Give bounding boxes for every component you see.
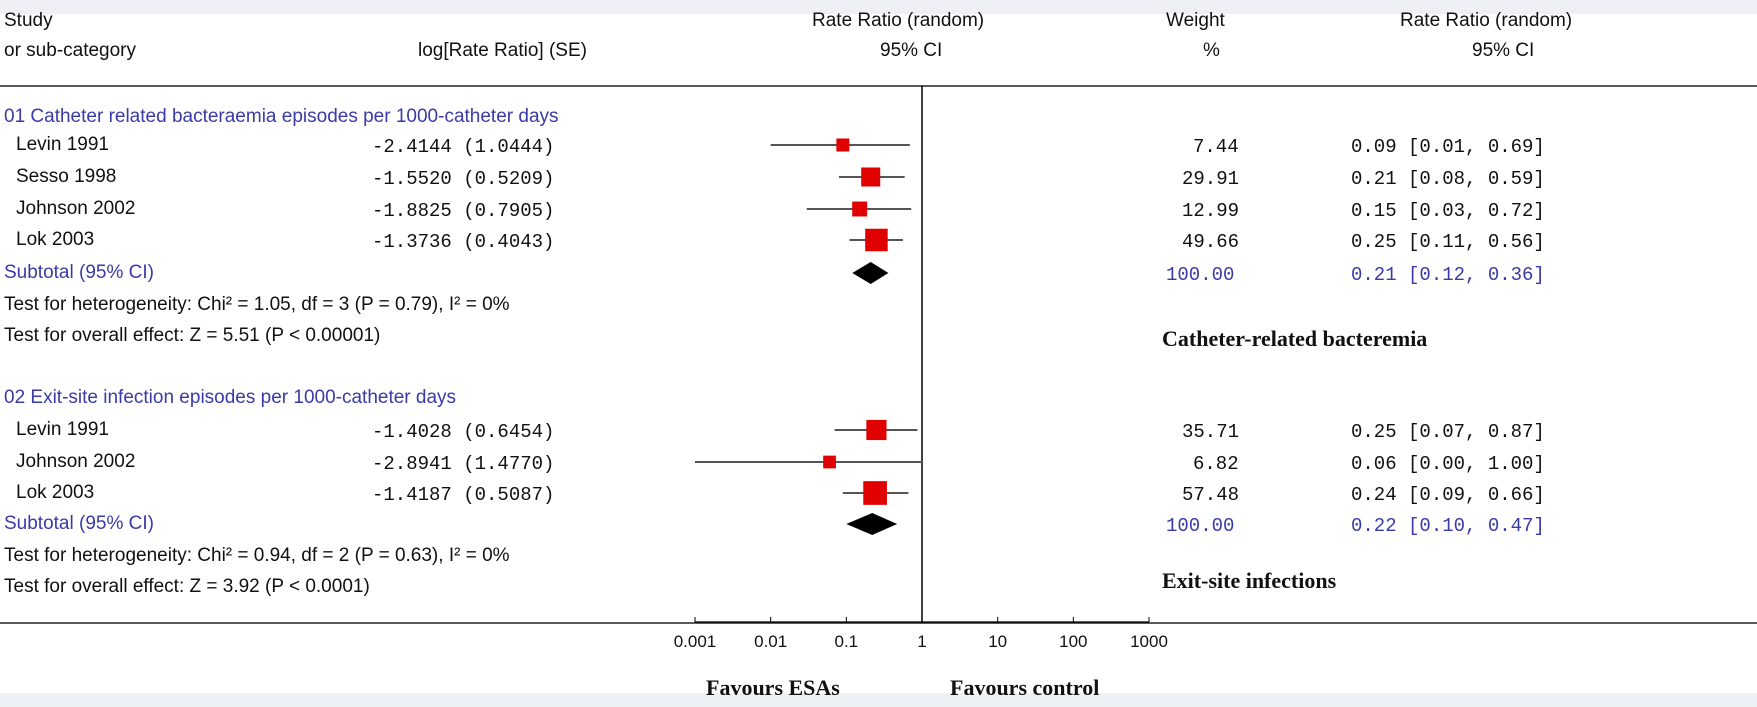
- subtotal-diamond: [846, 513, 898, 535]
- study-logrr: -1.8825 (0.7905): [372, 200, 555, 222]
- study-name: Lok 2003: [16, 229, 95, 250]
- subtotal-weight: 100.00: [1166, 264, 1235, 286]
- study-logrr: -1.3736 (0.4043): [372, 231, 555, 253]
- study-name: Johnson 2002: [16, 451, 136, 472]
- overall-effect-test: Test for overall effect: Z = 3.92 (P < 0…: [4, 576, 370, 597]
- study-ci: 0.25 [0.11, 0.56]: [1351, 231, 1545, 253]
- effect-square: [863, 481, 887, 505]
- favours-control-label: Favours control: [950, 675, 1100, 700]
- group-annotation: Catheter-related bacteremia: [1162, 326, 1428, 351]
- x-axis-tick-label: 1: [917, 632, 926, 651]
- study-name: Levin 1991: [16, 134, 109, 155]
- subtotal-ci: 0.22 [0.10, 0.47]: [1351, 515, 1545, 537]
- favours-esas-label: Favours ESAs: [706, 675, 840, 700]
- study-name: Sesso 1998: [16, 166, 117, 187]
- study-logrr: -1.5520 (0.5209): [372, 168, 555, 190]
- header-logrr: log[Rate Ratio] (SE): [418, 40, 587, 61]
- heterogeneity-test: Test for heterogeneity: Chi² = 0.94, df …: [4, 545, 510, 566]
- x-axis-tick-label: 1000: [1130, 632, 1168, 651]
- study-weight: 49.66: [1182, 231, 1240, 253]
- x-axis-tick-label: 10: [988, 632, 1007, 651]
- bottom-band: [0, 693, 1757, 707]
- group-annotation: Exit-site infections: [1162, 568, 1337, 593]
- x-axis-tick-label: 0.01: [754, 632, 787, 651]
- effect-square: [861, 167, 881, 187]
- effect-square: [852, 201, 868, 217]
- study-weight: 29.91: [1182, 168, 1240, 190]
- effect-square: [866, 419, 887, 441]
- study-weight: 12.99: [1182, 200, 1240, 222]
- study-ci: 0.24 [0.09, 0.66]: [1351, 484, 1545, 506]
- header-rr2-ci: 95% CI: [1472, 40, 1535, 61]
- study-weight: 35.71: [1182, 421, 1240, 443]
- effect-square: [823, 455, 836, 469]
- study-name: Lok 2003: [16, 482, 95, 503]
- group-title: 02 Exit-site infection episodes per 1000…: [4, 387, 457, 408]
- study-weight: 57.48: [1182, 484, 1240, 506]
- heterogeneity-test: Test for heterogeneity: Chi² = 1.05, df …: [4, 294, 510, 315]
- study-ci: 0.25 [0.07, 0.87]: [1351, 421, 1545, 443]
- group-title: 01 Catheter related bacteraemia episodes…: [4, 106, 559, 127]
- subtotal-label: Subtotal (95% CI): [4, 262, 154, 283]
- header-weight: Weight: [1166, 10, 1225, 31]
- study-ci: 0.15 [0.03, 0.72]: [1351, 200, 1545, 222]
- x-axis-tick-label: 0.001: [674, 632, 717, 651]
- header-rr: Rate Ratio (random): [812, 10, 985, 31]
- study-name: Levin 1991: [16, 419, 109, 440]
- study-logrr: -2.8941 (1.4770): [372, 453, 555, 475]
- subtotal-diamond: [852, 262, 889, 284]
- effect-square: [836, 138, 850, 152]
- header-study: Study: [4, 10, 53, 31]
- subtotal-ci: 0.21 [0.12, 0.36]: [1351, 264, 1545, 286]
- study-ci: 0.09 [0.01, 0.69]: [1351, 136, 1545, 158]
- study-ci: 0.06 [0.00, 1.00]: [1351, 453, 1545, 475]
- subtotal-label: Subtotal (95% CI): [4, 513, 154, 534]
- header-subcategory: or sub-category: [4, 40, 137, 61]
- study-weight: 7.44: [1193, 136, 1239, 158]
- study-logrr: -1.4028 (0.6454): [372, 421, 555, 443]
- x-axis-tick-label: 100: [1059, 632, 1087, 651]
- study-logrr: -1.4187 (0.5087): [372, 484, 555, 506]
- study-logrr: -2.4144 (1.0444): [372, 136, 555, 158]
- header-weight-pct: %: [1203, 40, 1220, 61]
- study-name: Johnson 2002: [16, 198, 136, 219]
- x-axis-tick-label: 0.1: [835, 632, 859, 651]
- top-band: [0, 0, 1757, 14]
- effect-square: [865, 228, 888, 252]
- subtotal-weight: 100.00: [1166, 515, 1235, 537]
- header-rr-ci: 95% CI: [880, 40, 943, 61]
- study-ci: 0.21 [0.08, 0.59]: [1351, 168, 1545, 190]
- overall-effect-test: Test for overall effect: Z = 5.51 (P < 0…: [4, 325, 381, 346]
- study-weight: 6.82: [1193, 453, 1239, 475]
- header-rr2: Rate Ratio (random): [1400, 10, 1573, 31]
